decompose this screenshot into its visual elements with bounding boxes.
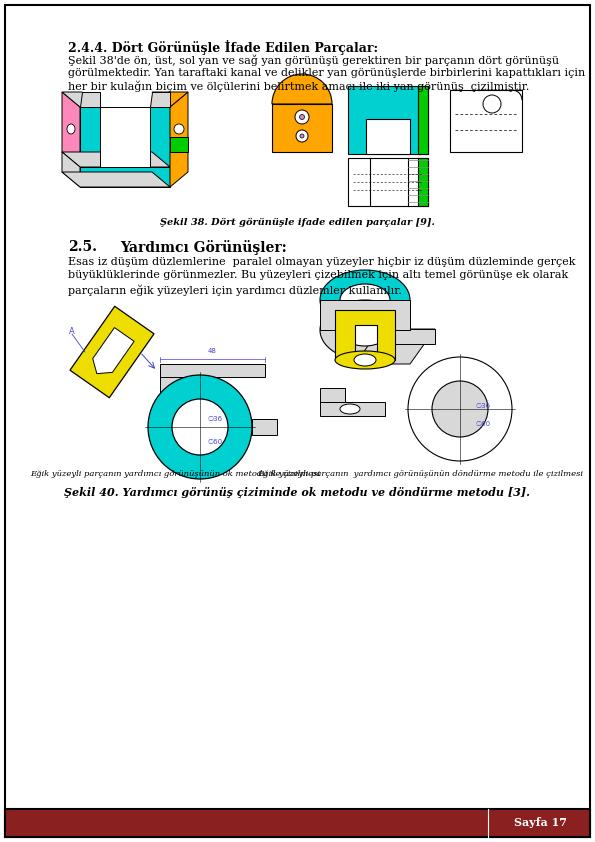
Bar — [5, 809, 590, 837]
Text: ∅36: ∅36 — [208, 416, 223, 422]
Polygon shape — [80, 92, 100, 107]
Polygon shape — [160, 364, 265, 377]
Text: A: A — [69, 328, 75, 337]
Polygon shape — [62, 152, 170, 167]
Bar — [272, 104, 332, 152]
Circle shape — [295, 110, 309, 124]
Text: Eğik yüzeyli parçanın yardımcı görünüşünün ok metodu ile çizilmesi: Eğik yüzeyli parçanın yardımcı görünüşün… — [30, 470, 320, 478]
Ellipse shape — [354, 354, 376, 366]
Polygon shape — [62, 172, 170, 187]
Polygon shape — [355, 329, 435, 364]
Circle shape — [296, 130, 308, 142]
Text: Şekil 40. Yardımcı görünüş çiziminde ok metodu ve döndürme metodu [3].: Şekil 40. Yardımcı görünüş çiziminde ok … — [64, 487, 530, 498]
Polygon shape — [320, 300, 410, 330]
Ellipse shape — [320, 300, 410, 360]
Text: görülmektedir. Yan taraftaki kanal ve delikler yan görünüşlerde birbirlerini kap: görülmektedir. Yan taraftaki kanal ve de… — [68, 67, 585, 77]
Bar — [252, 419, 277, 435]
Text: her bir kulağın biçim ve ölçülerini belirtmek amacı ile iki yan görünüş  çizilmi: her bir kulağın biçim ve ölçülerini beli… — [68, 81, 530, 93]
Polygon shape — [80, 167, 170, 187]
Bar — [320, 402, 385, 416]
Polygon shape — [335, 310, 395, 360]
Circle shape — [299, 115, 305, 120]
Polygon shape — [150, 92, 170, 107]
Bar — [418, 158, 428, 206]
Polygon shape — [80, 107, 100, 167]
Text: Eğik yüzeyli parçanın  yardımcı görünüşünün döndürme metodu ile çizilmesi: Eğik yüzeyli parçanın yardımcı görünüşün… — [257, 470, 583, 478]
Text: Şekil 38'de ön, üst, sol yan ve sağ yan görünüşü gerektiren bir parçanın dört gö: Şekil 38'de ön, üst, sol yan ve sağ yan … — [68, 54, 559, 66]
Polygon shape — [150, 107, 170, 167]
Polygon shape — [170, 92, 188, 187]
Circle shape — [172, 399, 228, 455]
Bar — [418, 86, 428, 154]
Polygon shape — [152, 92, 188, 107]
Text: Sayfa 17: Sayfa 17 — [513, 818, 566, 829]
Text: Şekil 38. Dört görünüşle ifade edilen parçalar [9].: Şekil 38. Dört görünüşle ifade edilen pa… — [159, 218, 434, 227]
Bar — [366, 119, 410, 154]
Text: 2.4.4. Dört Görünüşle İfade Edilen Parçalar:: 2.4.4. Dört Görünüşle İfade Edilen Parça… — [68, 40, 378, 55]
Text: ∅36: ∅36 — [475, 403, 490, 409]
Circle shape — [174, 124, 184, 134]
Polygon shape — [93, 328, 134, 374]
Polygon shape — [62, 92, 80, 167]
Bar — [348, 86, 428, 154]
Bar — [320, 388, 345, 402]
Polygon shape — [100, 107, 150, 167]
Polygon shape — [160, 377, 185, 397]
Polygon shape — [62, 152, 80, 187]
Text: büyüklüklerinde görünmezler. Bu yüzeyleri çizebilmek için altı temel görünüşe ek: büyüklüklerinde görünmezler. Bu yüzeyler… — [68, 270, 568, 280]
Wedge shape — [272, 74, 332, 104]
Circle shape — [408, 357, 512, 461]
Ellipse shape — [320, 270, 410, 330]
Bar — [348, 158, 428, 206]
Bar — [450, 90, 522, 152]
Ellipse shape — [340, 314, 390, 346]
Text: ∅60: ∅60 — [208, 439, 223, 445]
Text: Yardımcı Görünüşler:: Yardımcı Görünüşler: — [120, 240, 287, 255]
Text: 48: 48 — [208, 348, 217, 354]
Ellipse shape — [340, 284, 390, 316]
Circle shape — [300, 134, 304, 138]
Ellipse shape — [335, 351, 395, 369]
Text: 2.5.: 2.5. — [68, 240, 97, 254]
Polygon shape — [70, 306, 154, 397]
Bar — [380, 329, 435, 344]
Ellipse shape — [67, 124, 75, 134]
Circle shape — [148, 375, 252, 479]
Ellipse shape — [340, 404, 360, 414]
Text: Esas iz düşüm düzlemlerine  paralel olmayan yüzeyler hiçbir iz düşüm düzleminde : Esas iz düşüm düzlemlerine paralel olmay… — [68, 257, 575, 267]
Text: parçaların eğik yüzeyleri için yardımcı düzlemler kullanılır.: parçaların eğik yüzeyleri için yardımcı … — [68, 284, 402, 296]
Text: ∅60: ∅60 — [475, 421, 490, 427]
Polygon shape — [62, 92, 100, 107]
Circle shape — [432, 381, 488, 437]
Bar — [170, 137, 188, 152]
